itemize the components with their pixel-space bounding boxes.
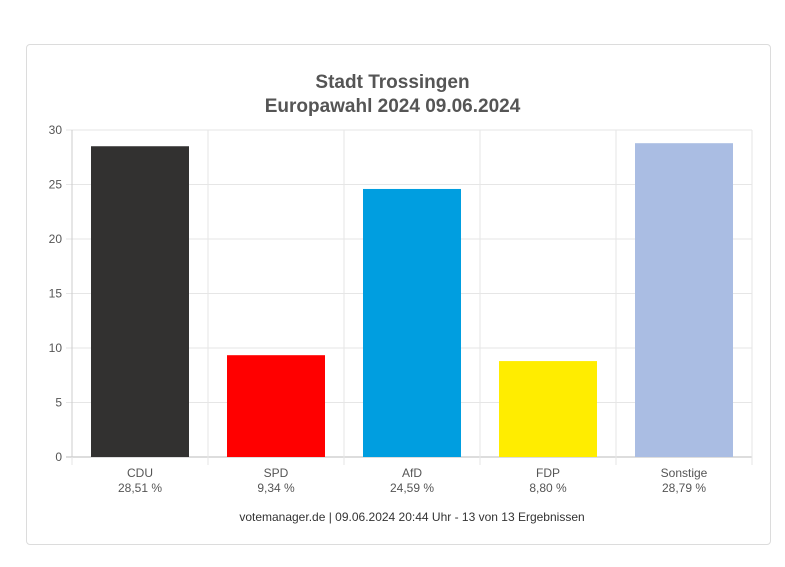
chart-title-line-2: Europawahl 2024 09.06.2024 (264, 96, 521, 117)
y-tick-label: 15 (49, 287, 63, 301)
y-tick-label: 30 (49, 123, 63, 137)
x-category-label: CDU (127, 466, 153, 480)
bar-sonstige (635, 143, 733, 457)
y-tick-label: 20 (49, 232, 63, 246)
y-tick-label: 0 (55, 450, 62, 464)
chart-title: Stadt Trossingen Europawahl 2024 09.06.2… (0, 71, 785, 119)
bar-fdp (499, 361, 597, 457)
x-value-label: 9,34 % (257, 481, 295, 495)
x-category-label: Sonstige (661, 466, 708, 480)
chart-footer: votemanager.de | 09.06.2024 20:44 Uhr - … (239, 510, 585, 524)
y-tick-label: 10 (49, 341, 63, 355)
bar-cdu (91, 146, 189, 457)
x-value-label: 8,80 % (529, 481, 567, 495)
x-category-label: SPD (264, 466, 289, 480)
bar-afd (363, 188, 461, 457)
bar-spd (227, 355, 325, 457)
x-value-label: 28,51 % (118, 481, 162, 495)
y-tick-label: 25 (49, 178, 63, 192)
x-value-label: 24,59 % (390, 481, 434, 495)
chart-bars (91, 143, 733, 457)
y-tick-label: 5 (55, 396, 62, 410)
chart-title-line-1: Stadt Trossingen (315, 72, 470, 93)
x-value-label: 28,79 % (662, 481, 706, 495)
x-category-label: FDP (536, 466, 560, 480)
x-category-label: AfD (402, 466, 422, 480)
